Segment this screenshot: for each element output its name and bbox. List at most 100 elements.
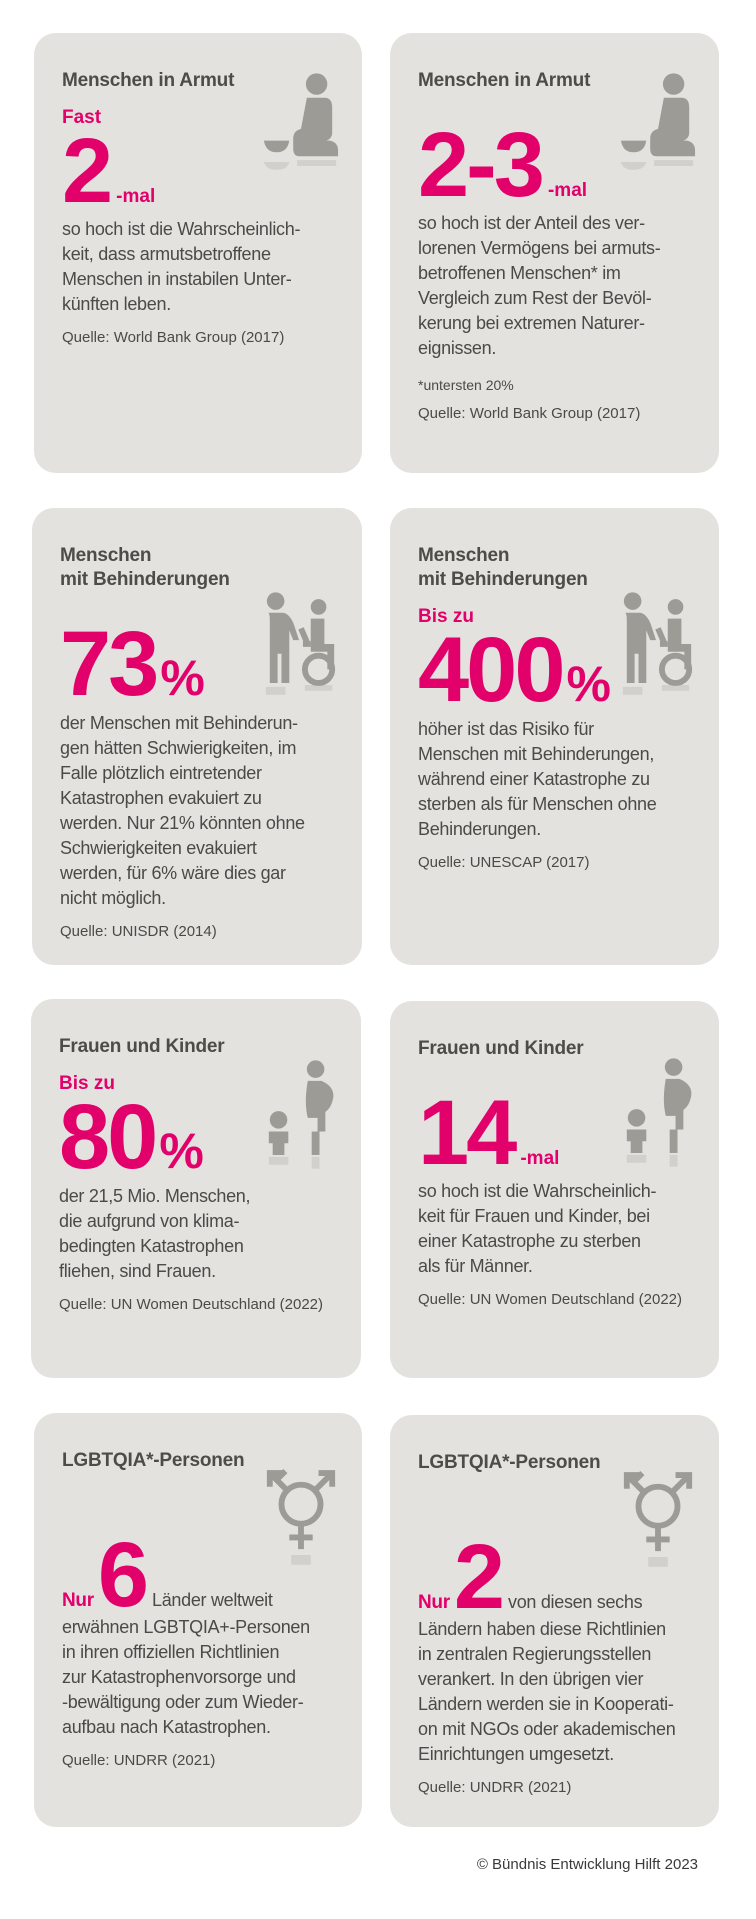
body-line: keit, dass armutsbetroffene <box>62 244 271 264</box>
lead-text: Nur2 von diesen sechs Ländern haben diese … <box>418 1531 693 1767</box>
body-line: werden. Nur 21% könnten ohne <box>60 813 305 833</box>
big-number: 6 <box>97 1524 149 1626</box>
body-text: so hoch ist die Wahrscheinlich-keit für … <box>418 1179 693 1279</box>
footnote: *untersten 20% <box>418 377 514 393</box>
body-line: nicht möglich. <box>60 888 166 908</box>
lead: 14 -mal <box>418 1087 693 1179</box>
icon <box>619 1451 697 1581</box>
body-line: die aufgrund von klima- <box>59 1211 240 1231</box>
title-line: Frauen und Kinder <box>418 1038 584 1059</box>
title-line: Frauen und Kinder <box>59 1036 225 1057</box>
title-line: LGBTQIA*-Personen <box>62 1450 245 1471</box>
prefix: Fast <box>62 107 102 128</box>
icon <box>262 69 340 181</box>
source: Quelle: UNESCAP (2017) <box>418 854 590 871</box>
card-title: LGBTQIA*-Personen <box>62 1449 336 1473</box>
title-line: Menschen <box>60 545 152 566</box>
icon <box>262 588 340 700</box>
stat-card: Menschen in Armut 2-3 -mal so hoch ist der … <box>390 33 719 473</box>
card-title: Menschen in Armut <box>62 69 336 93</box>
number-row: 14 -mal <box>418 1087 693 1179</box>
prefix: Nur <box>62 1590 94 1611</box>
prefix: Bis zu <box>418 606 474 627</box>
body-line: eignissen. <box>418 338 497 358</box>
title-line: Menschen in Armut <box>62 70 235 91</box>
stat-card: Frauen und Kinder Bis zu 80% der 21,5 Mio. … <box>31 999 361 1378</box>
number-row: 400% <box>418 624 693 716</box>
body-line: Katastrophen evakuiert zu <box>60 788 262 808</box>
body-line: Länder weltweit <box>152 1590 273 1610</box>
icon <box>619 588 697 700</box>
big-number: 2 <box>62 120 113 222</box>
body-line: einer Katastrophe zu sterben <box>418 1231 641 1251</box>
body-text: so hoch ist die Wahrscheinlich-keit, das… <box>62 217 336 317</box>
body-line: Menschen mit Behinderungen, <box>418 744 655 764</box>
title-line: Menschen <box>418 545 510 566</box>
body-line: Menschen in instabilen Unter- <box>62 269 292 289</box>
icon <box>261 1039 339 1189</box>
body-line: Schwierigkeiten evakuiert <box>60 838 257 858</box>
title-line: mit Behinderungen <box>60 569 230 590</box>
title-line: Menschen in Armut <box>418 70 591 91</box>
lead-text: Nur6 Länder weltweit erwähnen LGBTQIA+-Per… <box>62 1529 336 1740</box>
body-line: -bewältigung oder zum Wieder- <box>62 1692 304 1712</box>
unit: % <box>159 1123 204 1179</box>
source: Quelle: UNDRR (2021) <box>62 1752 216 1769</box>
body-line: während einer Katastrophe zu <box>418 769 650 789</box>
body-line: Ländern haben diese Richtlinien <box>418 1619 666 1639</box>
big-number: 80 <box>59 1086 158 1188</box>
title-line: LGBTQIA*-Personen <box>418 1452 601 1473</box>
body-text: so hoch ist der Anteil des ver-lorenen V… <box>418 211 693 361</box>
body-line: fliehen, sind Frauen. <box>59 1261 216 1281</box>
stat-card: LGBTQIA*-Personen Nur6 Länder weltweit erwä… <box>34 1413 362 1827</box>
body-line: gen hätten Schwierigkeiten, im <box>60 738 297 758</box>
body-line: keit für Frauen und Kinder, bei <box>418 1206 650 1226</box>
unit: -mal <box>520 1148 560 1169</box>
body-line: sterben als für Menschen ohne <box>418 794 657 814</box>
body-line: als für Männer. <box>418 1256 533 1276</box>
body-line: Einrichtungen umgesetzt. <box>418 1744 614 1764</box>
unit: -mal <box>547 180 588 201</box>
lead: Bis zu 400% <box>418 606 693 716</box>
body-line: höher ist das Risiko für <box>418 719 594 739</box>
body-line: zur Katastrophenvorsorge und <box>62 1667 296 1687</box>
big-number: 2-3 <box>418 114 545 216</box>
stat-card: Menschen mit Behinderungen Bis zu 400% höher… <box>390 508 719 965</box>
source: Quelle: UN Women Deutschland (2022) <box>59 1296 324 1313</box>
body-line: lorenen Vermögens bei armuts- <box>418 238 661 258</box>
number-row: 80% <box>59 1091 335 1183</box>
body-line: in zentralen Regierungsstellen <box>418 1644 652 1664</box>
footer: © Bündnis Entwicklung Hilft 2023 <box>476 1856 698 1873</box>
card-title: Frauen und Kinder <box>418 1037 693 1061</box>
unit: % <box>160 650 205 706</box>
icon <box>619 69 697 181</box>
big-number: 2 <box>453 1526 505 1628</box>
icon <box>619 1037 697 1187</box>
source: Quelle: UN Women Deutschland (2022) <box>418 1291 683 1308</box>
body-line: in ihren offiziellen Richtlinien <box>62 1642 280 1662</box>
body-line: kerung bei extremen Naturer- <box>418 313 645 333</box>
lead: Bis zu 80% <box>59 1073 335 1183</box>
body-line: Vergleich zum Rest der Bevöl- <box>418 288 652 308</box>
unit: % <box>566 656 611 712</box>
title-line: mit Behinderungen <box>418 569 588 590</box>
body-line: künften leben. <box>62 294 171 314</box>
body-line: werden, für 6% wäre dies gar <box>60 863 286 883</box>
body-line: so hoch ist die Wahrscheinlich- <box>418 1181 657 1201</box>
big-number: 400 <box>418 619 565 721</box>
source: Quelle: World Bank Group (2017) <box>418 405 641 422</box>
lead: 2-3 -mal <box>418 119 693 211</box>
stat-card: Menschen in Armut Fast 2 -mal so hoch ist di… <box>34 33 362 473</box>
body-line: so hoch ist die Wahrscheinlich- <box>62 219 301 239</box>
body-line: von diesen sechs <box>508 1592 643 1612</box>
body-text: der 21,5 Mio. Menschen, die aufgrund von … <box>59 1184 335 1284</box>
card-title: LGBTQIA*-Personen <box>418 1451 693 1475</box>
number-row: 73% <box>60 618 336 710</box>
source: Quelle: UNISDR (2014) <box>60 923 217 940</box>
source: Quelle: World Bank Group (2017) <box>62 329 285 346</box>
body-line: bedingten Katastrophen <box>59 1236 244 1256</box>
lead: Fast 2 -mal <box>62 107 336 217</box>
stat-card: Menschen mit Behinderungen 73% der Menschen… <box>32 508 362 965</box>
